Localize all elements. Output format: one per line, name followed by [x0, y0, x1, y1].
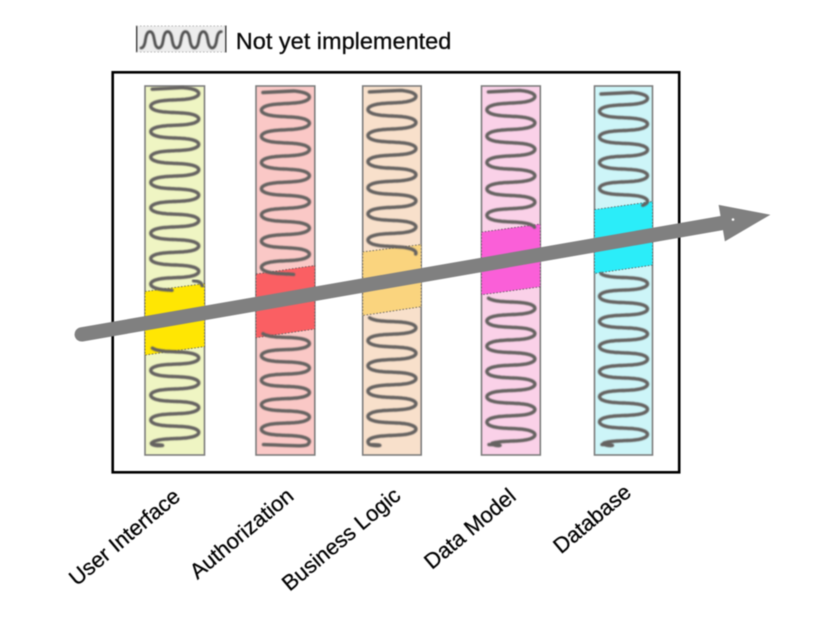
svg-text:Not yet implemented: Not yet implemented	[236, 28, 452, 54]
